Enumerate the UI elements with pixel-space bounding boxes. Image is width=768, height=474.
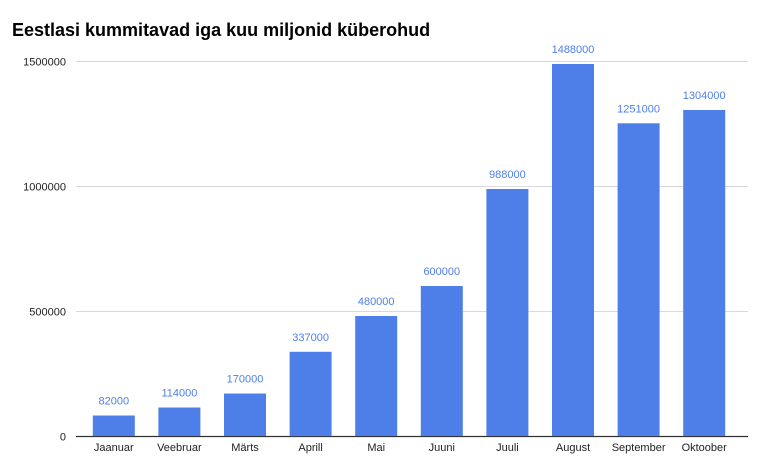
bar bbox=[617, 123, 660, 437]
x-axis-categories: Jaanuar Veebruar Märts Aprill Mai Juuni Juuli A… bbox=[94, 442, 727, 454]
bar bbox=[486, 189, 529, 436]
bar bbox=[420, 286, 463, 436]
data-label: 114000 bbox=[161, 388, 197, 400]
data-label: 337000 bbox=[292, 332, 329, 344]
x-category-label: Aprill bbox=[298, 442, 322, 454]
x-category-label: Oktoober bbox=[682, 442, 728, 454]
x-category-label: Veebruar bbox=[157, 442, 202, 454]
data-label: 1488000 bbox=[552, 44, 595, 56]
y-tick-label: 1000000 bbox=[23, 182, 66, 194]
data-label: 480000 bbox=[358, 296, 395, 308]
bar bbox=[158, 407, 201, 436]
x-category-label: Juuli bbox=[496, 442, 519, 454]
bar bbox=[289, 351, 332, 437]
bar bbox=[683, 110, 726, 436]
data-label: 1304000 bbox=[683, 90, 726, 102]
data-labels: 82000 114000 170000 337000 480000 600000 98800… bbox=[99, 44, 726, 408]
x-category-label: Märts bbox=[231, 442, 259, 454]
data-label: 82000 bbox=[99, 396, 130, 408]
chart-title: Eestlasi kummitavad iga kuu miljonid küb… bbox=[12, 20, 431, 40]
bar bbox=[92, 415, 135, 436]
bar bbox=[552, 64, 594, 436]
y-tick-label: 0 bbox=[60, 432, 66, 444]
y-axis-ticks: 0 500000 1000000 1500000 bbox=[23, 57, 66, 444]
x-category-label: September bbox=[612, 442, 666, 454]
bars bbox=[92, 64, 726, 437]
bar bbox=[355, 316, 398, 436]
bar bbox=[224, 393, 266, 436]
x-category-label: Mai bbox=[367, 442, 385, 454]
data-label: 600000 bbox=[423, 266, 460, 278]
data-label: 988000 bbox=[489, 169, 526, 181]
x-category-label: Jaanuar bbox=[94, 442, 134, 454]
data-label: 170000 bbox=[227, 374, 264, 386]
x-category-label: Juuni bbox=[429, 442, 455, 454]
y-tick-label: 1500000 bbox=[23, 57, 66, 69]
data-label: 1251000 bbox=[617, 103, 660, 115]
y-tick-label: 500000 bbox=[29, 307, 66, 319]
x-category-label: August bbox=[556, 442, 590, 454]
